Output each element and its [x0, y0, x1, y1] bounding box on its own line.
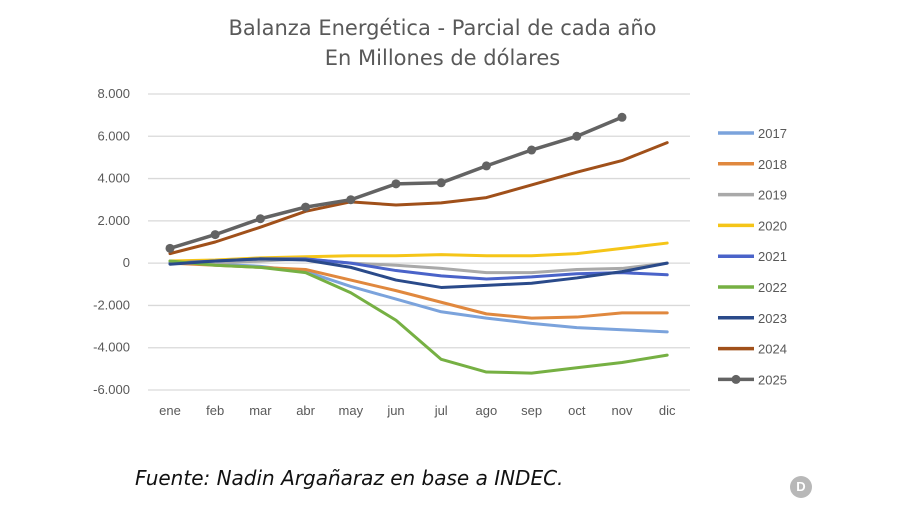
data-point-2025 [210, 230, 220, 240]
data-point-2025 [617, 112, 627, 122]
y-tick-label: 4.000 [97, 171, 130, 186]
data-point-2025 [255, 214, 265, 224]
x-tick-label: sep [521, 403, 542, 418]
x-tick-label: mar [249, 403, 272, 418]
y-tick-label: 8.000 [97, 86, 130, 101]
series-line-2022 [168, 259, 669, 375]
x-tick-label: nov [612, 403, 633, 418]
data-point-2025 [346, 195, 356, 205]
y-tick-label: -4.000 [93, 340, 130, 355]
legend-label: 2021 [758, 249, 787, 264]
data-point-2025 [481, 161, 491, 171]
data-point-2025 [527, 145, 537, 155]
legend-marker-2025 [731, 374, 741, 384]
data-point-2025 [572, 131, 582, 141]
y-tick-label: -2.000 [93, 297, 130, 312]
y-tick-label: 6.000 [97, 128, 130, 143]
x-tick-label: may [339, 403, 364, 418]
x-tick-label: abr [296, 403, 315, 418]
x-tick-label: dic [659, 403, 676, 418]
series-line-2024 [168, 141, 669, 256]
legend-label: 2017 [758, 126, 787, 141]
data-point-2025 [165, 243, 175, 253]
chart-subtitle: En Millones de dólares [324, 46, 561, 70]
x-tick-label: oct [568, 403, 586, 418]
data-point-2025 [391, 179, 401, 189]
series-line-2018 [168, 261, 669, 320]
series-line-2023 [168, 257, 669, 289]
legend-label: 2018 [758, 157, 787, 172]
legend-label: 2024 [758, 342, 787, 357]
x-tick-label: ene [159, 403, 181, 418]
y-tick-label: -6.000 [93, 382, 130, 397]
x-tick-label: ago [476, 403, 498, 418]
y-tick-label: 0 [123, 255, 130, 270]
chart-title: Balanza Energética - Parcial de cada año [228, 16, 657, 40]
legend-label: 2022 [758, 280, 787, 295]
legend-label: 2019 [758, 188, 787, 203]
logo-icon: D [790, 476, 812, 498]
y-tick-label: 2.000 [97, 213, 130, 228]
legend-label: 2023 [758, 311, 787, 326]
legend-label: 2025 [758, 372, 787, 387]
source-note: Fuente: Nadin Argañaraz en base a INDEC. [135, 466, 564, 490]
series-line-2019 [168, 257, 669, 275]
legend-label: 2020 [758, 218, 787, 233]
data-point-2025 [301, 202, 311, 212]
data-point-2025 [436, 178, 446, 188]
x-tick-label: feb [206, 403, 224, 418]
x-tick-label: jul [434, 403, 448, 418]
x-tick-label: jun [386, 403, 404, 418]
